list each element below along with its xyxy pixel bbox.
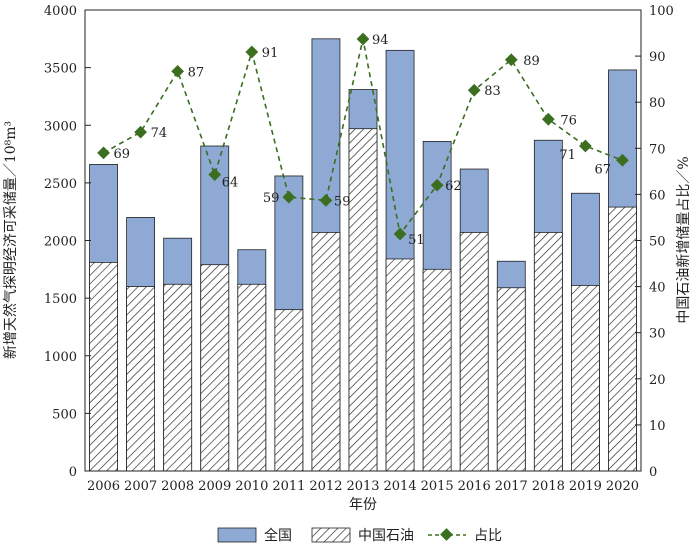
bar-petrochina-2020 (608, 206, 637, 472)
x-tick-label-2016: 2016 (458, 479, 491, 494)
right-tick-label: 30 (649, 327, 666, 342)
ratio-data-label-2006: 69 (114, 147, 131, 162)
ratio-data-label-2018: 76 (560, 113, 577, 128)
bar-petrochina-2018 (533, 232, 563, 472)
left-tick-label: 500 (52, 407, 77, 422)
ratio-marker-2016 (467, 83, 481, 97)
bar-petrochina-2014 (385, 258, 415, 472)
ratio-data-label-2011: 59 (263, 191, 280, 206)
left-tick-label: 2000 (44, 235, 77, 250)
legend-marker-ratio (440, 528, 453, 541)
ratio-marker-2018 (541, 112, 555, 126)
left-tick-label: 0 (69, 465, 77, 480)
bar-petrochina-2007 (126, 286, 155, 472)
x-tick-label-2014: 2014 (384, 479, 417, 494)
ratio-data-label-2008: 87 (188, 65, 205, 80)
ratio-marker-2006 (97, 146, 110, 160)
ratio-marker-2008 (171, 64, 185, 78)
right-tick-label: 10 (649, 419, 666, 434)
bar-petrochina-2017 (496, 287, 526, 472)
left-tick-label: 1000 (44, 350, 77, 365)
right-tick-label: 80 (649, 96, 666, 111)
left-tick-label: 3500 (44, 62, 77, 77)
x-tick-label-2018: 2018 (532, 479, 565, 494)
x-axis-title: 年份 (349, 497, 377, 513)
bar-petrochina-2011 (274, 309, 304, 472)
ratio-marker-2010 (245, 45, 259, 59)
x-axis-ticks: 2006 2007 2008 2009 2010 2011 2012 2013 2014 2015… (87, 479, 639, 494)
x-tick-label-2012: 2012 (309, 479, 342, 494)
ratio-marker-2014 (393, 227, 407, 241)
bar-petrochina-2012 (311, 232, 341, 472)
bar-petrochina-2016 (459, 232, 489, 472)
ratio-marker-2019 (579, 139, 592, 153)
right-tick-label: 70 (649, 142, 666, 157)
bar-petrochina-2010 (237, 283, 267, 472)
ratio-marker-2015 (430, 178, 444, 192)
ratio-data-label-2009: 64 (222, 176, 239, 191)
ratio-data-label-2012: 59 (334, 194, 351, 209)
legend-label-nationwide: 全国 (264, 527, 292, 544)
y-axis-title-left: 新增天然气探明经济可采储量／10⁸m³ (2, 121, 19, 359)
bar-petrochina-2009 (200, 264, 230, 472)
right-tick-label: 100 (649, 4, 674, 19)
ratio-data-label-2015: 62 (445, 179, 462, 194)
y-axis-title-right: 中国石油新增储量占比／% (676, 156, 692, 323)
bar-petrochina-2015 (422, 268, 452, 472)
left-tick-label: 1500 (44, 292, 77, 307)
right-axis-ticks: 0 10 20 30 40 50 60 70 80 90 100 (635, 4, 674, 480)
ratio-data-label-2007: 74 (151, 126, 168, 141)
ratio-data-label-2014: 51 (408, 233, 425, 248)
x-tick-label-2010: 2010 (235, 479, 268, 494)
legend-swatch-nationwide (217, 527, 257, 543)
x-tick-label-2006: 2006 (87, 479, 120, 494)
x-tick-label-2008: 2008 (161, 479, 194, 494)
ratio-marker-2013 (356, 32, 370, 46)
legend-label-ratio: 占比 (474, 528, 502, 544)
x-tick-label-2013: 2013 (346, 479, 379, 494)
ratio-data-label-2019: 71 (559, 148, 576, 163)
ratio-data-label-2017: 89 (523, 54, 540, 69)
right-tick-label: 60 (649, 188, 666, 203)
ratio-marker-2012 (319, 194, 333, 207)
ratio-data-label-2020: 67 (594, 162, 611, 177)
bar-layer (89, 38, 637, 472)
x-tick-label-2007: 2007 (124, 479, 157, 494)
right-tick-label: 20 (649, 373, 666, 388)
ratio-marker-2007 (134, 125, 147, 139)
left-tick-label: 2500 (44, 177, 77, 192)
x-tick-label-2020: 2020 (606, 479, 639, 494)
ratio-data-label-2013: 94 (372, 33, 389, 48)
right-tick-label: 50 (649, 235, 666, 250)
ratio-line-layer (97, 32, 629, 241)
legend: 全国 中国石油 占比 (217, 527, 502, 544)
ratio-data-label-2016: 83 (484, 84, 501, 99)
ratio-marker-2009 (208, 168, 222, 181)
left-tick-label: 3000 (44, 119, 77, 134)
legend-label-petrochina: 中国石油 (358, 528, 414, 544)
bar-petrochina-2008 (163, 283, 193, 472)
right-tick-label: 40 (649, 281, 666, 296)
x-tick-label-2019: 2019 (569, 479, 602, 494)
x-tick-label-2017: 2017 (495, 479, 528, 494)
x-tick-label-2011: 2011 (272, 479, 305, 494)
data-label-layer: 69 74 87 64 91 59 59 94 51 62 83 89 76 71 67 (114, 33, 611, 248)
right-tick-label: 0 (649, 465, 657, 480)
x-tick-label-2015: 2015 (421, 479, 454, 494)
bar-petrochina-2006 (89, 261, 118, 472)
bar-petrochina-2019 (571, 285, 600, 472)
ratio-data-label-2010: 91 (262, 46, 279, 61)
bar-petrochina-2013 (348, 128, 378, 472)
x-tick-label-2009: 2009 (198, 479, 231, 494)
left-axis-ticks: 0 500 1000 1500 2000 2500 3000 3500 4000 (44, 4, 91, 480)
right-tick-label: 90 (649, 50, 666, 65)
left-tick-label: 4000 (44, 4, 77, 19)
legend-swatch-petrochina (311, 527, 351, 543)
ratio-marker-2011 (282, 190, 296, 204)
